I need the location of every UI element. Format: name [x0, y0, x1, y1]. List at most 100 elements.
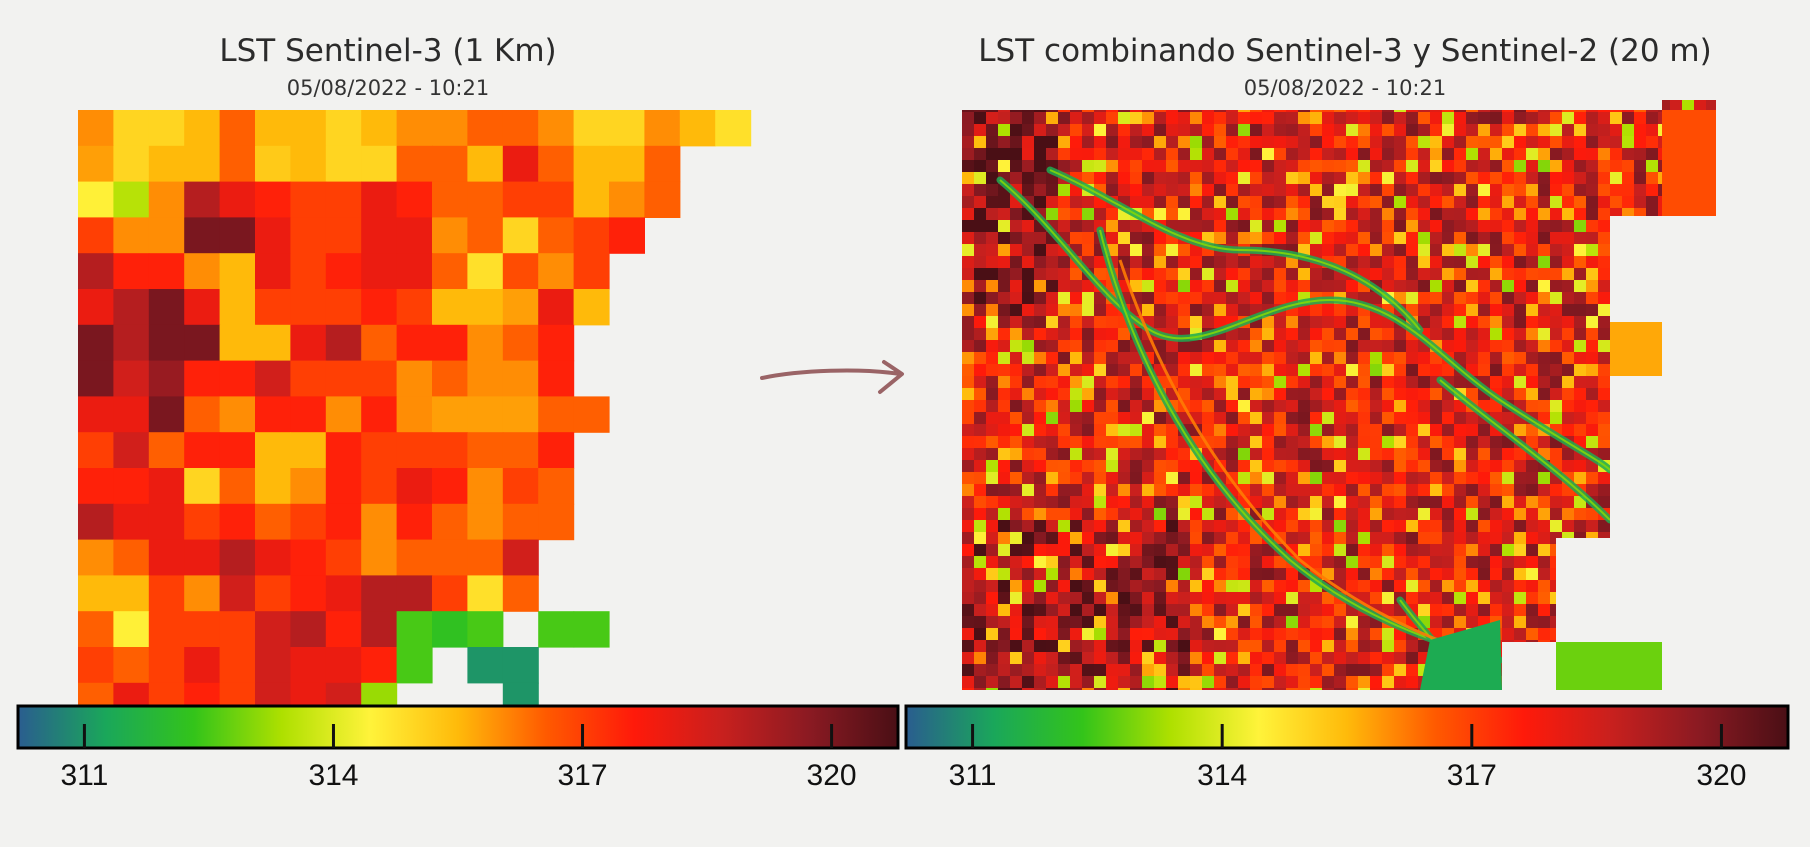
map-pixel — [986, 244, 999, 257]
map-pixel — [1286, 220, 1299, 233]
map-pixel — [1118, 424, 1131, 437]
map-pixel — [1658, 280, 1671, 293]
heatmap-cell — [113, 217, 150, 254]
map-pixel — [1154, 340, 1167, 353]
map-pixel — [1010, 628, 1023, 641]
map-pixel — [1490, 460, 1503, 473]
heatmap-cell — [361, 289, 398, 326]
map-pixel — [1514, 652, 1527, 665]
map-pixel — [1634, 436, 1647, 449]
map-pixel — [1202, 148, 1215, 161]
map-pixel — [1094, 508, 1107, 521]
map-pixel — [986, 232, 999, 245]
map-pixel — [1526, 508, 1539, 521]
map-pixel — [1346, 412, 1359, 425]
heatmap-cell — [432, 539, 468, 576]
map-pixel — [1706, 424, 1716, 437]
heatmap-cell — [396, 217, 433, 254]
map-pixel — [1178, 532, 1191, 545]
map-pixel — [1478, 244, 1491, 257]
map-pixel — [1646, 196, 1659, 209]
map-pixel — [1238, 688, 1251, 690]
map-pixel — [1094, 472, 1107, 485]
map-pixel — [1634, 472, 1647, 485]
map-pixel — [1214, 400, 1227, 413]
map-pixel — [1622, 532, 1635, 545]
map-pixel — [1286, 160, 1299, 173]
map-pixel — [1058, 364, 1071, 377]
map-pixel — [1406, 376, 1419, 389]
map-pixel — [986, 496, 999, 509]
map-pixel — [1106, 316, 1119, 329]
map-pixel — [1466, 244, 1479, 257]
map-pixel — [1706, 532, 1716, 545]
map-pixel — [1106, 532, 1119, 545]
map-pixel — [1346, 244, 1359, 257]
map-pixel — [1442, 544, 1455, 557]
map-pixel — [1706, 412, 1716, 425]
map-pixel — [1634, 148, 1647, 161]
map-pixel — [1106, 112, 1119, 125]
heatmap-cell — [325, 611, 362, 648]
map-pixel — [962, 196, 975, 209]
map-pixel — [1034, 184, 1047, 197]
heatmap-cell — [113, 611, 150, 648]
map-pixel — [1250, 556, 1263, 569]
heatmap-cell — [219, 539, 256, 576]
map-pixel — [1094, 496, 1107, 509]
map-pixel — [1058, 400, 1071, 413]
map-pixel — [1130, 388, 1143, 401]
map-pixel — [1166, 472, 1179, 485]
map-pixel — [1514, 616, 1527, 629]
map-pixel — [1514, 304, 1527, 317]
map-pixel — [1598, 628, 1611, 641]
map-pixel — [1646, 208, 1659, 221]
map-pixel — [1442, 184, 1455, 197]
map-pixel — [1154, 604, 1167, 617]
map-pixel — [1634, 256, 1647, 269]
map-pixel — [1478, 268, 1491, 281]
map-pixel — [1106, 568, 1119, 581]
map-pixel — [1166, 604, 1179, 617]
map-pixel — [1334, 184, 1347, 197]
map-pixel — [1574, 232, 1587, 245]
map-pixel — [1286, 424, 1299, 437]
map-pixel — [1154, 232, 1167, 245]
map-pixel — [1106, 664, 1119, 677]
map-pixel — [1226, 172, 1239, 185]
map-pixel — [1250, 340, 1263, 353]
map-pixel — [1526, 400, 1539, 413]
map-pixel — [1058, 112, 1071, 125]
map-pixel — [1094, 148, 1107, 161]
map-pixel — [1022, 496, 1035, 509]
map-pixel — [1370, 448, 1383, 461]
map-pixel — [1094, 448, 1107, 461]
map-pixel — [986, 304, 999, 317]
map-pixel — [1298, 100, 1311, 113]
map-pixel — [1262, 328, 1275, 341]
map-pixel — [1154, 280, 1167, 293]
map-pixel — [1346, 640, 1359, 653]
map-pixel — [962, 544, 975, 557]
map-pixel — [1154, 616, 1167, 629]
map-pixel — [1370, 664, 1383, 677]
map-pixel — [1670, 424, 1683, 437]
map-pixel — [1046, 520, 1059, 533]
map-pixel — [1610, 604, 1623, 617]
map-pixel — [1382, 124, 1395, 137]
map-pixel — [1310, 268, 1323, 281]
map-pixel — [1334, 436, 1347, 449]
map-pixel — [1022, 568, 1035, 581]
right-panel-title: LST combinando Sentinel-3 y Sentinel-2 (… — [978, 33, 1712, 69]
map-pixel — [1586, 388, 1599, 401]
map-pixel — [1406, 424, 1419, 437]
map-pixel — [1622, 268, 1635, 281]
map-pixel — [1562, 196, 1575, 209]
map-pixel — [1214, 640, 1227, 653]
map-pixel — [1586, 544, 1599, 557]
map-pixel — [1094, 664, 1107, 677]
map-pixel — [1190, 196, 1203, 209]
map-pixel — [1082, 592, 1095, 605]
map-pixel — [1166, 340, 1179, 353]
